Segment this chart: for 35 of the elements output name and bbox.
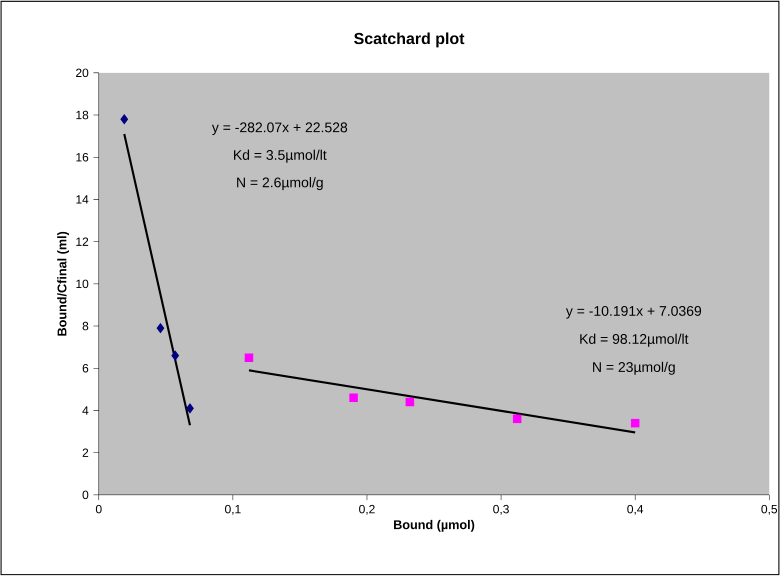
y-tick-label: 14: [76, 195, 88, 204]
y-tick-label: 10: [76, 280, 88, 288]
point: [406, 398, 414, 406]
y-tick-label: 0: [82, 490, 88, 500]
x-axis-title: Bound (µmol): [394, 520, 474, 532]
point: [630, 419, 640, 428]
point: [349, 394, 358, 402]
x-tick-label: 0: [96, 505, 102, 514]
annotation: Kd = 98.12µmol/lt: [580, 334, 688, 347]
annotation: Kd = 3.5µmol/lt: [234, 150, 327, 163]
x-tick-label: 0,5: [761, 505, 778, 515]
y-tick-label: 12: [76, 238, 88, 246]
y-tick-label: 16: [76, 153, 88, 162]
point: [512, 414, 522, 424]
annotation: y = -10.191x + 7.0369: [566, 306, 702, 319]
x-tick-label: 0,2: [359, 505, 375, 515]
x-tick-label: 0,3: [493, 505, 509, 515]
x-tick-label: 0,1: [225, 505, 241, 515]
annotation: N = 23µmol/g: [593, 362, 675, 375]
y-tick-label: 2: [82, 448, 88, 457]
y-tick-label: 18: [76, 110, 88, 120]
point: [156, 323, 164, 334]
point: [186, 403, 194, 414]
point: [244, 354, 254, 362]
x-tick-label: 0,4: [627, 505, 644, 515]
annotation: N = 2.6µmol/g: [237, 177, 323, 190]
point: [171, 350, 180, 361]
y-tick-label: 8: [82, 322, 88, 330]
y-axis-title: Bound/Cfinal (ml): [57, 232, 69, 336]
annotation: y = -282.07x + 22.528: [212, 122, 348, 136]
y-tick-label: 4: [82, 406, 88, 415]
chart-title: Scatchard plot: [354, 32, 464, 48]
y-tick-label: 20: [76, 68, 88, 78]
point: [120, 114, 128, 124]
y-tick-label: 6: [82, 364, 88, 373]
